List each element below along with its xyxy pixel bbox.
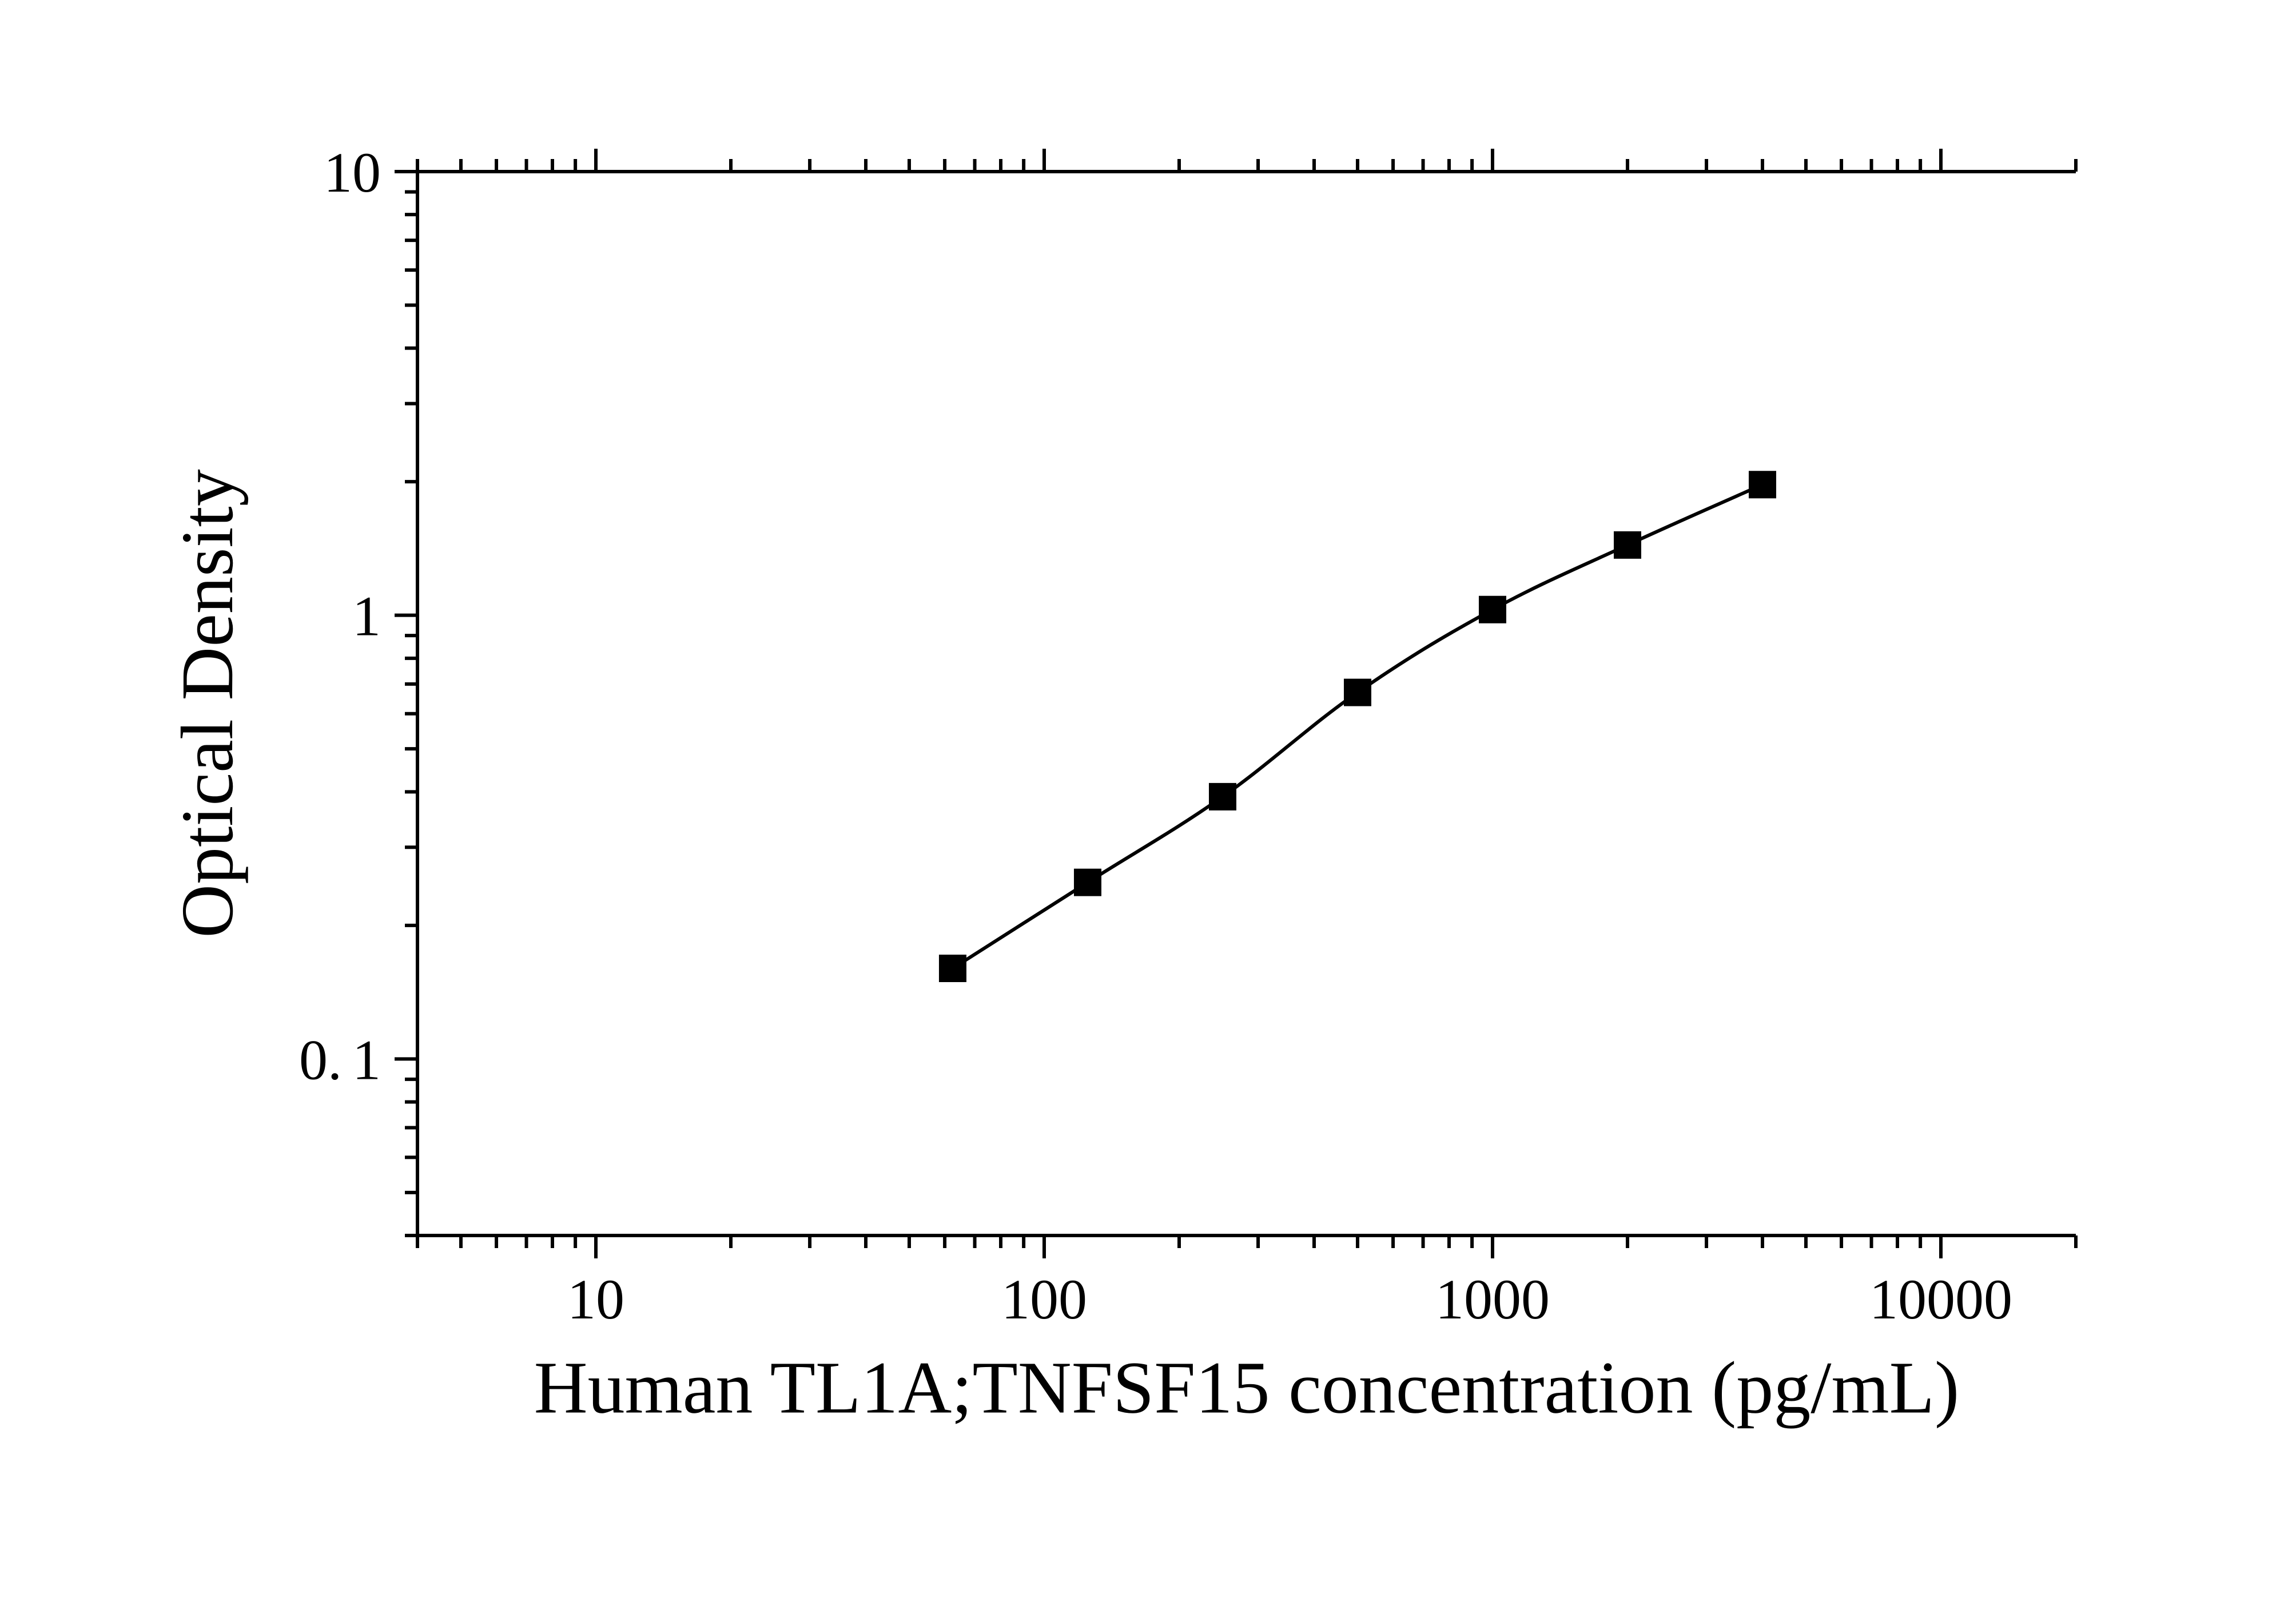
x-tick-label: 100: [1001, 1268, 1087, 1331]
data-marker: [1074, 869, 1101, 896]
data-marker: [1479, 596, 1506, 623]
chart-container: 10 100 1000 10000 0.1 1 10 Human TL1A;TNFSF15 c…: [0, 0, 2296, 1605]
y-tick-label: 1: [352, 585, 381, 648]
y-tick-label: 0.1: [299, 1028, 381, 1091]
y-tick-label: 10: [324, 141, 381, 204]
data-marker: [1344, 679, 1371, 706]
y-axis-label: Optical Density: [166, 469, 249, 938]
x-tick-label: 1000: [1435, 1268, 1550, 1331]
data-marker: [939, 955, 966, 982]
data-marker: [1749, 471, 1776, 498]
data-marker: [1614, 531, 1641, 559]
chart-svg: 10 100 1000 10000 0.1 1 10 Human TL1A;TNFSF15 c…: [0, 0, 2296, 1605]
x-axis-label: Human TL1A;TNFSF15 concentration (pg/mL): [534, 1347, 1960, 1429]
x-tick-label: 10: [567, 1268, 624, 1331]
x-tick-label: 10000: [1869, 1268, 2012, 1331]
data-marker: [1209, 783, 1236, 811]
